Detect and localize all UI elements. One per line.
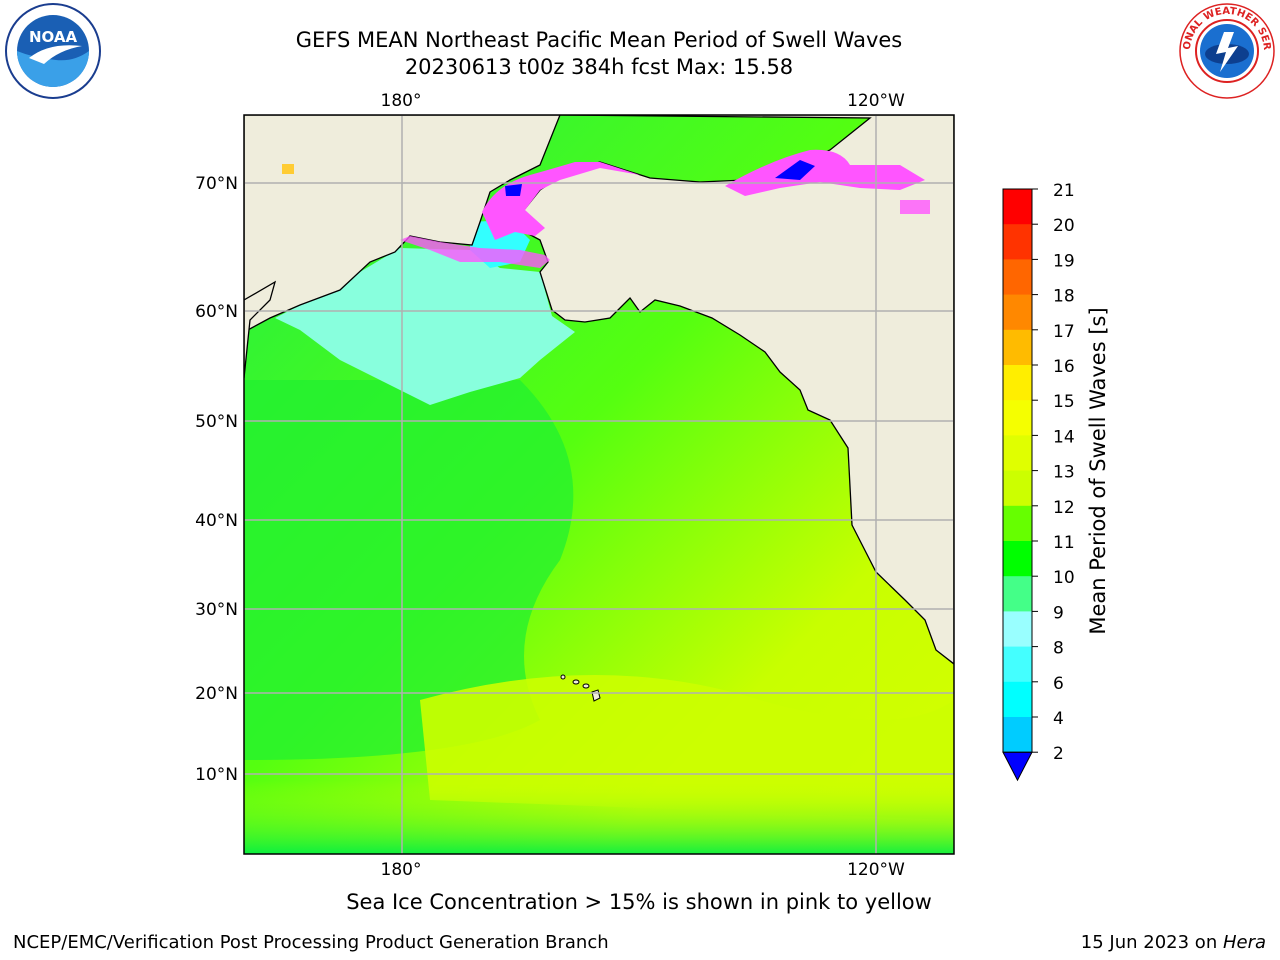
lon-label-bottom-120w: 120°W	[847, 860, 905, 880]
sea-ice-beaufort-core	[775, 160, 815, 180]
colorbar-segment	[1003, 541, 1032, 577]
colorbar-extend-triangle	[1002, 751, 1033, 782]
colorbar-segment	[1003, 435, 1032, 472]
colorbar-tick-label: 13	[1053, 463, 1075, 483]
colorbar-tick-label: 6	[1053, 674, 1064, 694]
noaa-logo: NOAA	[5, 3, 101, 99]
lat-label-10n: 10°N	[195, 765, 238, 785]
colorbar-tick-label: 14	[1053, 427, 1075, 447]
colorbar-segment	[1003, 329, 1032, 366]
graticule	[244, 115, 954, 854]
map-subtitle: 20230613 t00z 384h fcst Max: 15.58	[404, 55, 794, 79]
colorbar-segment	[1003, 365, 1032, 401]
lat-label-60n: 60°N	[195, 302, 238, 322]
lat-label-70n: 70°N	[195, 174, 238, 194]
colorbar-segment	[1003, 224, 1032, 260]
colorbar-tick-label: 4	[1053, 709, 1064, 729]
map-frame	[243, 114, 955, 855]
colorbar-segment	[1003, 259, 1032, 296]
colorbar-tick-label: 19	[1053, 251, 1075, 271]
colorbar-label: Mean Period of Swell Waves [s]	[1086, 307, 1110, 634]
colorbar-segment	[1003, 189, 1032, 225]
north-america-land	[519, 115, 954, 665]
colorbar-segment	[1003, 717, 1032, 753]
colorbar-tick-label: 2	[1053, 744, 1064, 764]
colorbar-tick-label: 11	[1053, 533, 1075, 553]
lon-label-top-180: 180°	[381, 91, 422, 111]
colorbar-segment	[1003, 681, 1032, 718]
sea-ice-chukchi-core	[505, 184, 522, 196]
colorbar-segment	[1003, 400, 1032, 436]
ocean-south-band	[244, 780, 954, 854]
sea-ice-edge	[400, 236, 550, 268]
sea-ice-note: Sea Ice Concentration > 15% is shown in …	[346, 890, 932, 914]
lon-label-top-120w: 120°W	[847, 91, 905, 111]
colorbar-segment	[1003, 470, 1032, 507]
colorbar-segment	[1003, 646, 1032, 683]
colorbar-tick-label: 9	[1053, 603, 1064, 623]
sea-ice-patch	[900, 200, 930, 214]
lat-label-40n: 40°N	[195, 511, 238, 531]
colorbar-tick-label: 16	[1053, 357, 1075, 377]
colorbar-tick-label: 21	[1053, 181, 1075, 201]
colorbar-segment	[1003, 611, 1032, 648]
generation-date-text: 15 Jun 2023 on	[1080, 932, 1223, 953]
sea-ice-patch	[282, 164, 294, 174]
sea-ice-beaufort	[725, 149, 925, 196]
colorbar-tick-label: 12	[1053, 498, 1075, 518]
colorbar: 21 20 19 18 17 16 15 14 13 12 11 10 9 8 6 4 2	[1002, 181, 1075, 782]
colorbar-tick-label: 20	[1053, 216, 1075, 236]
colorbar-tick-label: 10	[1053, 568, 1075, 588]
lon-label-bottom-180: 180°	[381, 860, 422, 880]
colorbar-tick-label: 15	[1053, 392, 1075, 412]
producer-credit: NCEP/EMC/Verification Post Processing Pr…	[13, 932, 609, 953]
colorbar-tick-label: 17	[1053, 322, 1075, 342]
colorbar-tick-label: 18	[1053, 287, 1075, 307]
colorbar-tick-label: 8	[1053, 639, 1064, 659]
bering-sea-field	[275, 248, 575, 405]
map-title: GEFS MEAN Northeast Pacific Mean Period …	[295, 28, 903, 52]
kamchatka-land	[244, 280, 277, 379]
colorbar-segment	[1003, 294, 1032, 331]
lat-label-30n: 30°N	[195, 600, 238, 620]
sea-ice-chukchi	[482, 162, 640, 240]
nws-logo: NATIONAL WEATHER SERVICE	[1178, 2, 1275, 99]
host-name: Hera	[1222, 932, 1266, 953]
lat-label-50n: 50°N	[195, 412, 238, 432]
noaa-logo-text: NOAA	[29, 28, 78, 46]
lat-label-20n: 20°N	[195, 684, 238, 704]
ocean-green-band	[244, 380, 574, 760]
colorbar-segment	[1003, 576, 1032, 612]
colorbar-segment	[1003, 505, 1032, 542]
generation-date: 15 Jun 2023 on Hera	[1081, 932, 1266, 953]
